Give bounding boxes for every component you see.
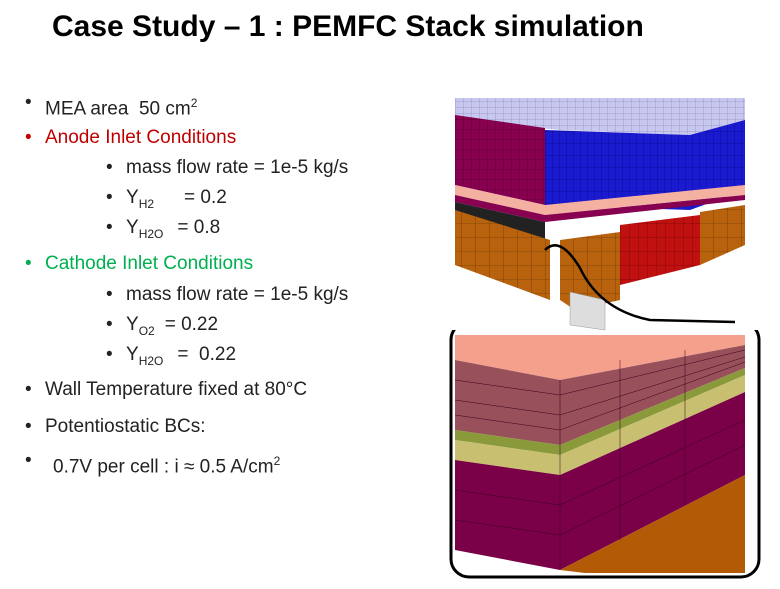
slide-title: Case Study – 1 : PEMFC Stack simulation: [52, 10, 644, 43]
zoom-mesh-image: [449, 330, 761, 579]
subscript: H2O: [138, 353, 164, 368]
bullet-text: Y: [126, 344, 139, 365]
bullet: • Anode Inlet Conditions: [25, 127, 237, 148]
bullet: • 0.7V per cell : i ≈ 0.5 A/cm2: [25, 450, 281, 478]
bullet-text: Cathode Inlet Conditions: [45, 253, 254, 274]
bullet: • Potentiostatic BCs:: [25, 416, 206, 437]
bullet-text: MEA area 50 cm: [45, 98, 191, 120]
subscript: H2: [138, 196, 155, 211]
bullet-text: Y: [126, 314, 139, 335]
bullet-text: Potentiostatic BCs:: [45, 416, 206, 437]
bullet-text: = 0.2: [184, 187, 227, 208]
bullet-text: mass flow rate = 1e-5 kg/s: [126, 157, 349, 178]
bullet: • MEA area 50 cm2: [25, 92, 198, 120]
sub-bullet: • YO2 = 0.22: [106, 314, 219, 338]
bullet-text: Y: [126, 217, 139, 238]
bullet-text: = 0.22: [177, 344, 237, 365]
bullet-text: Wall Temperature fixed at 80°C: [45, 379, 308, 400]
bullet-text: 0.7V per cell : i ≈ 0.5 A/cm: [53, 456, 274, 478]
bullet: • Cathode Inlet Conditions: [25, 253, 254, 274]
sub-bullet: • YH2 = 0.2: [106, 187, 227, 211]
sub-bullet: • YH2O = 0.22: [106, 344, 237, 368]
sub-bullet: • mass flow rate = 1e-5 kg/s: [106, 284, 349, 305]
bullet-text: = 0.8: [177, 217, 221, 238]
sub-bullet: • mass flow rate = 1e-5 kg/s: [106, 157, 349, 178]
bullet-text: Anode Inlet Conditions: [45, 127, 237, 148]
bullet: • Wall Temperature fixed at 80°C: [25, 379, 308, 400]
sub-bullet: • YH2O = 0.8: [106, 217, 221, 241]
subscript: H2O: [138, 226, 164, 241]
superscript: 2: [273, 454, 281, 468]
stack-mesh-image: [455, 97, 745, 331]
bullet-text: mass flow rate = 1e-5 kg/s: [126, 284, 349, 305]
bullet-text: = 0.22: [164, 314, 219, 335]
superscript: 2: [190, 96, 198, 110]
bullet-text: Y: [126, 187, 139, 208]
subscript: O2: [138, 323, 155, 338]
